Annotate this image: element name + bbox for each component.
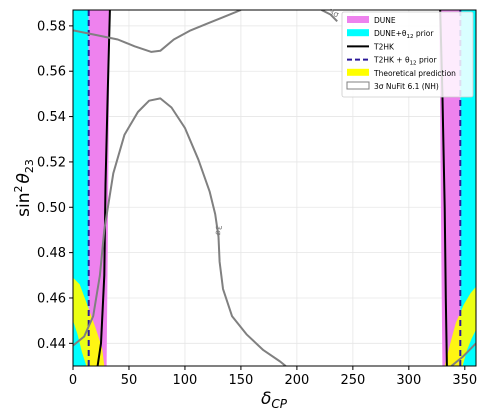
- y-tick-label: 0.54: [37, 110, 66, 125]
- dune-band: [88, 10, 110, 366]
- dune_prior-band: [73, 10, 89, 366]
- legend-handle-dune_prior: [347, 29, 369, 37]
- ticks: 0 50 100 150 200 250 300 350 0.44 0.46 0.48 0.50 0.5…: [37, 19, 477, 388]
- y-tick-label: 0.56: [37, 65, 66, 80]
- legend-label-dune: DUNE: [374, 16, 396, 25]
- legend-label-theory: Theoretical prediction: [373, 69, 456, 78]
- legend: DUNE DUNE+θ12 prior T2HK T2HK + θ12 prior Th…: [341, 11, 474, 98]
- legend-label-t2hk_prior: T2HK + θ12 prior: [373, 56, 437, 67]
- y-tick-label: 0.50: [37, 201, 66, 216]
- y-axis-label: sin2θ23: [12, 159, 36, 217]
- theory-region: [444, 286, 476, 366]
- nufit-contour: [321, 10, 338, 23]
- x-tick-label: 350: [452, 373, 477, 388]
- y-tick-label: 0.44: [37, 337, 66, 352]
- y-tick-label: 0.46: [37, 291, 66, 306]
- contour-label-3sigma-upper: 3σ: [327, 7, 340, 19]
- x-tick-label: 50: [121, 373, 138, 388]
- x-tick-label: 200: [284, 373, 309, 388]
- data-layer: [73, 10, 476, 366]
- nufit-contour: [73, 10, 242, 53]
- x-tick-label: 150: [229, 373, 254, 388]
- dune-band: [439, 10, 461, 366]
- nufit-contour: [73, 97, 287, 366]
- x-axis-label: δCP: [261, 389, 288, 411]
- legend-label-dune_prior: DUNE+θ12 prior: [374, 29, 434, 40]
- y-tick-label: 0.58: [37, 19, 66, 34]
- y-tick-label: 0.52: [37, 155, 66, 170]
- y-tick-label: 0.48: [37, 246, 66, 261]
- x-tick-label: 300: [396, 373, 421, 388]
- legend-handle-theory: [347, 68, 369, 76]
- legend-label-t2hk: T2HK: [373, 42, 395, 51]
- legend-handle-dune: [347, 16, 369, 23]
- plot-frame: [72, 9, 477, 367]
- legend-box: [341, 11, 474, 98]
- x-tick-label: 100: [173, 373, 198, 388]
- contour-label-3sigma-lower: 3σ: [214, 225, 223, 235]
- x-tick-label: 0: [69, 373, 77, 388]
- legend-handle-nufit: [346, 81, 370, 90]
- legend-label-nufit: 3σ NuFit 6.1 (NH): [374, 82, 439, 91]
- dune_prior-band: [460, 10, 476, 366]
- nufit-contour: [450, 342, 476, 366]
- x-tick-label: 250: [340, 373, 365, 388]
